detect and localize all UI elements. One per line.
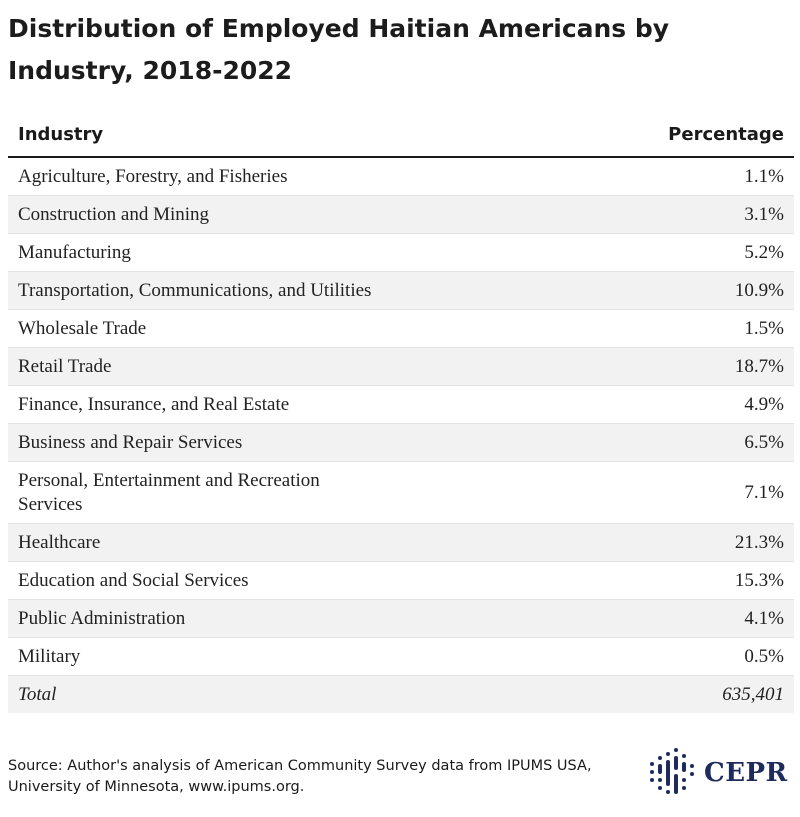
industry-cell: Personal, Entertainment and Recreation S… [8,461,618,524]
industry-label: Education and Social Services [18,569,249,591]
industry-label: Business and Repair Services [18,431,243,453]
table-row: Education and Social Services 15.3% [8,561,794,600]
table-row: Finance, Insurance, and Real Estate 4.9% [8,385,794,424]
total-value: 635,401 [618,675,794,713]
industry-cell: Education and Social Services [8,561,618,600]
total-row: Total 635,401 [8,675,794,713]
industry-cell: Manufacturing [8,233,618,272]
industry-label: Military [18,645,81,667]
source-note: Source: Author's analysis of American Co… [8,758,592,795]
column-header-percentage: Percentage [618,112,794,158]
industry-label: Agriculture, Forestry, and Fisheries [18,165,288,187]
industry-cell: Wholesale Trade [8,309,618,348]
page-title: Distribution of Employed Haitian America… [8,14,670,85]
industry-cell: Public Administration [8,599,618,638]
industry-label: Finance, Insurance, and Real Estate [18,393,290,415]
table-row: Personal, Entertainment and Recreation S… [8,461,794,524]
table-row: Military 0.5% [8,637,794,676]
percentage-cell: 21.3% [618,523,794,562]
industry-cell: Healthcare [8,523,618,562]
column-header-industry: Industry [8,112,618,158]
percentage-cell: 1.5% [618,309,794,348]
table-row: Public Administration 4.1% [8,599,794,638]
percentage-cell: 10.9% [618,271,794,310]
cepr-logo-text: CEPR [704,758,788,788]
percentage-cell: 4.1% [618,599,794,638]
table-row: Construction and Mining 3.1% [8,195,794,234]
table-body: Agriculture, Forestry, and Fisheries 1.1%… [8,157,794,713]
percentage-cell: 7.1% [618,461,794,524]
industry-label: Public Administration [18,607,186,629]
industry-cell: Business and Repair Services [8,423,618,462]
industry-label: Personal, Entertainment and Recreation S… [18,469,320,515]
industry-label: Transportation, Communications, and Util… [18,279,372,301]
industry-label: Healthcare [18,531,101,553]
percentage-cell: 6.5% [618,423,794,462]
industry-cell: Retail Trade [8,347,618,386]
industry-cell: Finance, Insurance, and Real Estate [8,385,618,424]
percentage-cell: 15.3% [618,561,794,600]
percentage-cell: 1.1% [618,157,794,196]
industry-label: Construction and Mining [18,203,210,225]
table-row: Healthcare 21.3% [8,523,794,562]
table-row: Manufacturing 5.2% [8,233,794,272]
percentage-cell: 5.2% [618,233,794,272]
table-row: Wholesale Trade 1.5% [8,309,794,348]
industry-label: Wholesale Trade [18,317,147,339]
industry-label: Retail Trade [18,355,112,377]
percentage-cell: 18.7% [618,347,794,386]
industry-cell: Transportation, Communications, and Util… [8,271,618,310]
percentage-cell: 0.5% [618,637,794,676]
industry-cell: Construction and Mining [8,195,618,234]
percentage-cell: 4.9% [618,385,794,424]
industry-cell: Agriculture, Forestry, and Fisheries [8,157,618,196]
table-row: Transportation, Communications, and Util… [8,271,794,310]
table-row: Business and Repair Services 6.5% [8,423,794,462]
cepr-dots-logo-icon [650,748,694,794]
percentage-cell: 3.1% [618,195,794,234]
industry-label: Manufacturing [18,241,131,263]
table-row: Agriculture, Forestry, and Fisheries 1.1% [8,157,794,196]
total-label: Total [8,675,618,713]
cepr-logo: CEPR [650,748,790,798]
table-row: Retail Trade 18.7% [8,347,794,386]
industry-table: Industry Percentage Agriculture, Forestr… [8,112,794,713]
industry-cell: Military [8,637,618,676]
table-header-row: Industry Percentage [8,112,794,158]
